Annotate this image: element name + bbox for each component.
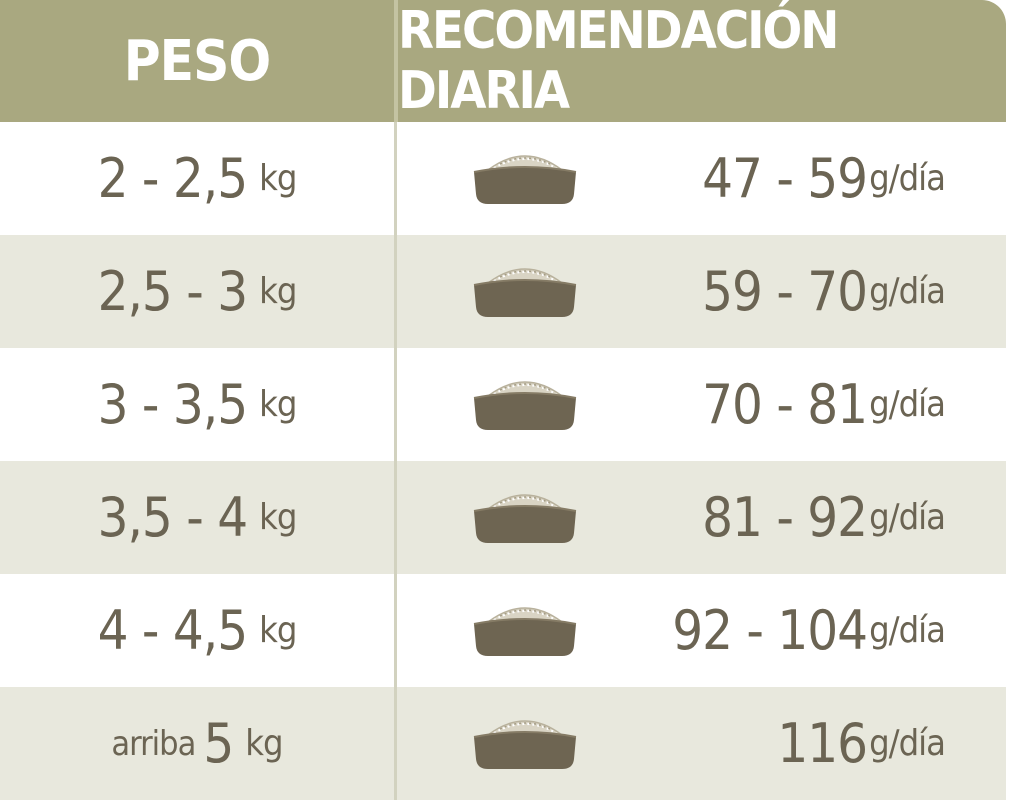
weight-value: 3 - 3,5 <box>97 373 249 436</box>
table-row: 2 - 2,5 kg 47 - 59 g/día <box>0 122 1006 235</box>
weight-cell: 3,5 - 4 kg <box>0 461 394 574</box>
table-row: 2,5 - 3 kg 59 - 70 g/día <box>0 235 1006 348</box>
food-bowl-icon <box>473 155 577 204</box>
column-divider <box>394 122 397 800</box>
table-row: 3 - 3,5 kg 70 - 81 g/día <box>0 348 1006 461</box>
amount-value: 70 - 81 <box>702 373 868 436</box>
weight-prefix: arriba <box>111 723 196 764</box>
amount-cell: 116 g/día <box>600 687 946 800</box>
weight-unit: kg <box>259 271 297 312</box>
amount-unit: g/día <box>869 384 946 425</box>
weight-value: 2 - 2,5 <box>97 147 249 210</box>
amount-cell: 47 - 59 g/día <box>600 122 946 235</box>
weight-unit: kg <box>259 158 297 199</box>
weight-value: 3,5 - 4 <box>97 486 249 549</box>
weight-unit: kg <box>259 497 297 538</box>
food-bowl-icon <box>473 381 577 430</box>
table-row: 4 - 4,5 kg 92 - 104 g/día <box>0 574 1006 687</box>
food-bowl-icon <box>473 607 577 656</box>
amount-unit: g/día <box>869 723 946 764</box>
weight-value: 2,5 - 3 <box>97 260 249 323</box>
weight-value: 4 - 4,5 <box>97 599 249 662</box>
food-bowl-icon <box>473 494 577 543</box>
header-peso: PESO <box>123 28 271 94</box>
amount-value: 116 <box>777 712 868 775</box>
amount-unit: g/día <box>869 497 946 538</box>
food-bowl-icon <box>473 268 577 317</box>
table-row: 3,5 - 4 kg 81 - 92 g/día <box>0 461 1006 574</box>
amount-value: 47 - 59 <box>702 147 868 210</box>
weight-cell: 2,5 - 3 kg <box>0 235 394 348</box>
weight-unit: kg <box>259 610 297 651</box>
amount-cell: 59 - 70 g/día <box>600 235 946 348</box>
header-recomendacion: RECOMENDACIÓN DIARIA <box>398 1 839 121</box>
amount-unit: g/día <box>869 610 946 651</box>
table-header: PESO RECOMENDACIÓN DIARIA <box>0 0 1006 122</box>
amount-cell: 92 - 104 g/día <box>600 574 946 687</box>
food-bowl-icon <box>473 720 577 769</box>
weight-unit: kg <box>245 723 283 764</box>
weight-cell: 2 - 2,5 kg <box>0 122 394 235</box>
amount-value: 81 - 92 <box>702 486 868 549</box>
amount-cell: 81 - 92 g/día <box>600 461 946 574</box>
weight-unit: kg <box>259 384 297 425</box>
amount-cell: 70 - 81 g/día <box>600 348 946 461</box>
weight-value: 5 <box>203 712 234 775</box>
header-divider <box>394 0 398 122</box>
weight-cell: arriba 5 kg <box>0 687 394 800</box>
amount-unit: g/día <box>869 158 946 199</box>
amount-unit: g/día <box>869 271 946 312</box>
amount-value: 59 - 70 <box>702 260 868 323</box>
weight-cell: 4 - 4,5 kg <box>0 574 394 687</box>
table-row: arriba 5 kg 116 g/día <box>0 687 1006 800</box>
weight-cell: 3 - 3,5 kg <box>0 348 394 461</box>
amount-value: 92 - 104 <box>672 599 868 662</box>
